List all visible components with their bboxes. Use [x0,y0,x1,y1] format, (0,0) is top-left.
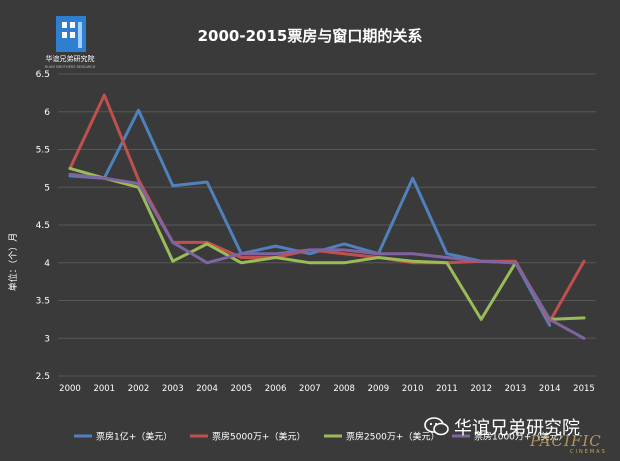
building-logo-icon [56,16,86,52]
gridlines [58,73,596,377]
series-line-0 [68,108,552,327]
y-tick-label: 3.5 [36,297,50,307]
legend-label: 票房5000万+（美元） [212,431,305,443]
y-tick-label: 6 [44,108,50,118]
y-tick-label: 6.5 [36,70,50,80]
watermark-text: 华谊兄弟研究院 [454,418,580,439]
series-lines [68,93,586,340]
x-tick-label: 2008 [333,384,355,394]
x-tick-label: 2002 [128,384,150,394]
series-line-3 [68,172,586,340]
x-tick-label: 2014 [539,384,561,394]
x-tick-label: 2015 [573,384,595,394]
x-tick-label: 2004 [196,384,218,394]
y-tick-label: 4 [44,259,50,269]
series-line-2 [68,166,586,321]
x-tick-label: 2001 [93,384,115,394]
x-tick-label: 2007 [299,384,321,394]
y-axis-ticks: 2.5 3 3.5 4 4.5 5 5.5 6 6.5 [36,70,51,382]
x-tick-label: 2009 [368,384,390,394]
y-tick-label: 5 [44,183,50,193]
wechat-icon [424,417,449,436]
y-tick-label: 5.5 [36,146,50,156]
legend: 票房1亿+（美元） 票房5000万+（美元） 票房2500万+（美元） 票房1000万… [74,431,567,443]
x-tick-label: 2011 [436,384,458,394]
y-tick-label: 4.5 [36,221,50,231]
logo-subtitle: HUAYI BROTHERS RESEARCH [45,65,96,69]
x-axis-ticks: 2000 2001 2002 2003 2004 2005 2006 2007 2008 2009… [59,384,595,394]
x-tick-label: 2005 [231,384,253,394]
x-tick-label: 2012 [470,384,492,394]
x-tick-label: 2013 [505,384,527,394]
x-tick-label: 2003 [162,384,184,394]
y-tick-label: 2.5 [36,372,50,382]
x-tick-label: 2000 [59,384,81,394]
chart-title: 2000-2015票房与窗口期的关系 [198,27,423,45]
legend-label: 票房1亿+（美元） [96,431,172,443]
legend-label: 票房1000万+（美元） [474,431,567,443]
x-tick-label: 2010 [402,384,424,394]
watermark-brand: PACIFIC [530,432,602,450]
x-tick-label: 2006 [265,384,287,394]
logo-name: 华谊兄弟研究院 [46,54,95,63]
logo: 华谊兄弟研究院 HUAYI BROTHERS RESEARCH [45,16,96,69]
legend-label: 票房2500万+（美元） [346,431,439,443]
y-axis-label: 单位：（个）月 [7,233,19,292]
y-tick-label: 3 [44,334,50,344]
watermark-brand-sub: CINEMAS [570,449,607,455]
